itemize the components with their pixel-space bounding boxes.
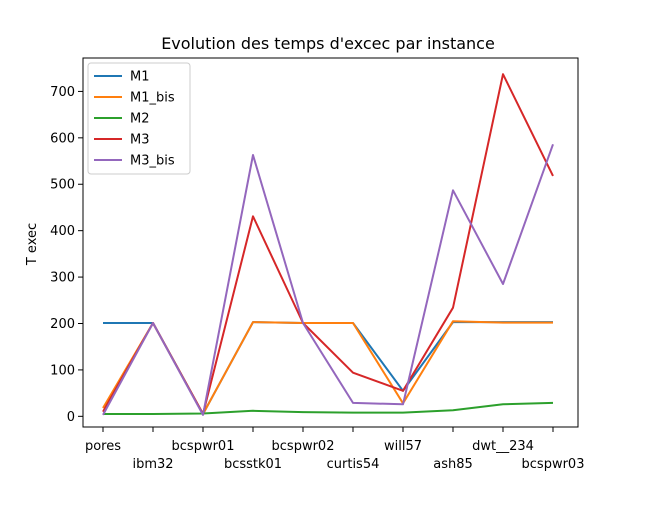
legend-label: M2 xyxy=(130,112,150,127)
y-tick-label: 200 xyxy=(50,317,75,332)
series-line-m3_bis xyxy=(102,143,554,416)
y-tick-label: 300 xyxy=(50,271,75,286)
legend-label: M3 xyxy=(130,133,150,148)
y-tick-label: 600 xyxy=(50,131,75,146)
x-tick-label: ash85 xyxy=(433,457,473,472)
y-axis-label: T exec xyxy=(25,223,40,266)
plot-area: 0 100 200 300 400 500 600 700 pores ibm32 bcspwr01… xyxy=(50,57,585,472)
y-tick-label: 0 xyxy=(67,410,75,425)
x-tick-label: will57 xyxy=(384,439,422,454)
chart-title: Evolution des temps d'excec par instance xyxy=(161,34,495,53)
y-tick-label: 500 xyxy=(50,178,75,193)
x-tick-label: ibm32 xyxy=(132,457,173,472)
legend-label: M1_bis xyxy=(130,91,175,106)
x-tick-label: bcspwr03 xyxy=(522,457,585,472)
x-tick-label: curtis54 xyxy=(327,457,380,472)
x-tick-label: bcspwr02 xyxy=(272,439,335,454)
y-tick-label: 400 xyxy=(50,224,75,239)
y-tick-label: 700 xyxy=(50,85,75,100)
y-tick-label: 100 xyxy=(50,363,75,378)
series-line-m2 xyxy=(103,401,554,415)
axes-frame xyxy=(82,57,579,428)
x-tick-label: bcspwr01 xyxy=(172,439,235,454)
x-tick-label: bcsstk01 xyxy=(224,457,282,472)
series-line-m1_bis xyxy=(102,320,553,415)
legend-box xyxy=(87,62,191,175)
legend-label: M1 xyxy=(130,70,150,85)
x-tick-label: dwt__234 xyxy=(472,439,534,454)
legend-label: M3_bis xyxy=(130,154,175,169)
x-tick-label: pores xyxy=(85,439,121,454)
series-line-m1 xyxy=(103,321,553,415)
